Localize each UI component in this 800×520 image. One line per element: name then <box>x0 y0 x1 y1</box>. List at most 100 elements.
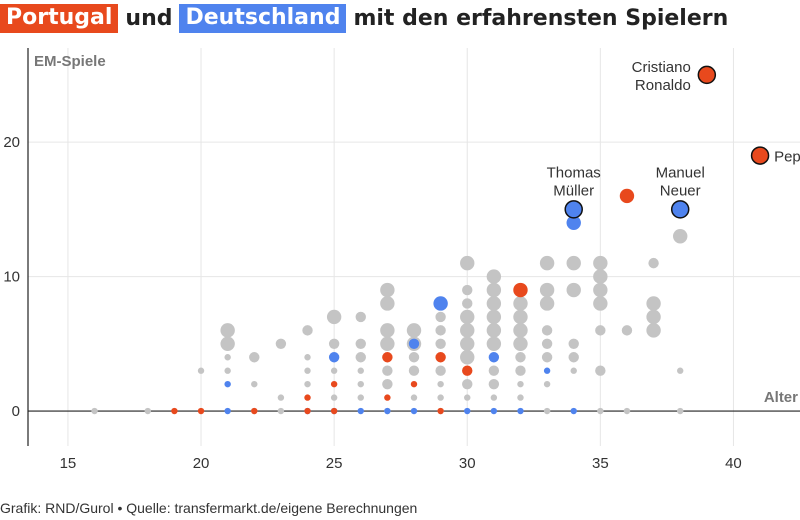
other-point <box>543 380 551 388</box>
other-point <box>330 394 338 401</box>
player-label: Manuel <box>656 164 705 181</box>
germany-point <box>408 338 420 350</box>
other-point <box>460 350 475 365</box>
germany-point <box>357 407 364 415</box>
other-point <box>435 325 446 336</box>
other-point <box>330 367 338 374</box>
other-point <box>355 352 366 363</box>
other-point <box>539 296 555 311</box>
germany-point <box>384 407 391 415</box>
other-point <box>517 380 524 388</box>
other-point <box>144 407 151 415</box>
other-point <box>486 309 502 325</box>
other-point <box>677 407 684 415</box>
other-point <box>304 354 311 361</box>
other-point <box>488 378 500 390</box>
other-point <box>646 296 661 311</box>
other-point <box>595 325 606 336</box>
other-point <box>435 365 446 376</box>
portugal-point <box>513 282 528 298</box>
other-point <box>220 336 235 352</box>
other-point <box>462 378 473 390</box>
other-point <box>490 394 498 401</box>
portugal-point <box>437 407 444 415</box>
other-point <box>304 380 311 388</box>
portugal-point <box>435 352 446 363</box>
other-point <box>357 394 364 401</box>
other-point <box>277 407 285 415</box>
other-point <box>435 338 446 350</box>
other-point <box>488 365 500 376</box>
other-point <box>513 296 528 311</box>
other-point <box>515 365 526 376</box>
other-point <box>410 394 418 401</box>
other-point <box>277 394 285 401</box>
highlight-point <box>564 200 583 219</box>
germany-point <box>433 296 448 311</box>
x-tick-label: 20 <box>193 455 210 472</box>
x-tick-label: 25 <box>326 455 343 472</box>
other-point <box>566 282 581 298</box>
other-point <box>673 229 688 244</box>
portugal-point <box>304 407 311 415</box>
y-axis-title: EM-Spiele <box>34 53 106 70</box>
player-label: Neuer <box>660 182 701 199</box>
x-tick-label: 30 <box>459 455 476 472</box>
germany-point <box>224 407 231 415</box>
other-point <box>224 354 231 361</box>
highlight-point <box>697 65 717 85</box>
other-point <box>621 325 633 336</box>
other-point <box>460 309 475 325</box>
other-point <box>517 394 524 401</box>
other-point <box>380 323 395 338</box>
other-point <box>539 255 555 271</box>
scatter-chart: 15 20 25 30 35 40 0 10 20 EM-Spiele Alter Cristian… <box>3 48 800 472</box>
highlight-point <box>670 200 690 219</box>
other-point <box>406 323 422 338</box>
other-point <box>326 309 342 325</box>
x-tick-label: 40 <box>725 455 742 472</box>
y-tick-label: 20 <box>3 134 20 151</box>
other-point <box>597 407 604 415</box>
other-point <box>408 365 420 376</box>
other-point <box>513 336 528 352</box>
other-point <box>464 394 471 401</box>
germany-point <box>490 407 498 415</box>
other-point <box>513 323 528 338</box>
germany-point <box>517 407 524 415</box>
other-point <box>224 367 231 374</box>
other-point <box>648 257 659 269</box>
other-point <box>251 380 258 388</box>
germany-point <box>328 352 340 363</box>
germany-point <box>410 407 418 415</box>
highlight-point <box>750 146 770 165</box>
germany-point <box>464 407 471 415</box>
other-point <box>513 309 528 325</box>
other-point <box>220 323 235 338</box>
player-label: Cristiano <box>632 59 691 76</box>
other-point <box>646 309 661 325</box>
x-axis-title: Alter <box>764 389 798 406</box>
other-point <box>566 255 581 271</box>
portugal-point <box>197 407 205 415</box>
other-point <box>462 298 473 309</box>
other-point <box>197 367 205 374</box>
other-point <box>539 282 555 298</box>
germany-point <box>488 352 500 363</box>
title-und: und <box>125 5 173 31</box>
other-point <box>380 282 395 298</box>
other-point <box>355 338 366 350</box>
data-points <box>91 65 770 415</box>
other-point <box>515 352 526 363</box>
other-point <box>380 336 395 352</box>
portugal-point <box>410 380 418 388</box>
other-point <box>462 284 473 296</box>
other-point <box>486 296 502 311</box>
other-point <box>646 323 661 338</box>
other-point <box>304 367 311 374</box>
x-tick-label: 35 <box>592 455 609 472</box>
other-point <box>382 378 393 390</box>
other-point <box>249 352 260 363</box>
other-point <box>408 352 420 363</box>
